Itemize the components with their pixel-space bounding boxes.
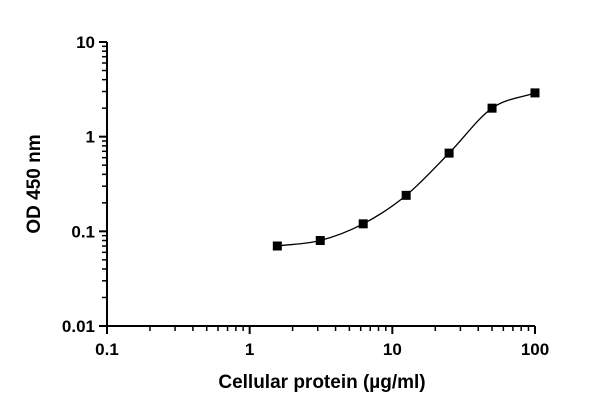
x-tick-label: 10 xyxy=(383,340,402,359)
y-axis: 0.01 0.1 1 10 xyxy=(62,33,108,336)
data-point xyxy=(272,241,282,251)
y-tick-label: 0.01 xyxy=(62,317,95,336)
data-point xyxy=(315,236,325,246)
x-tick-label: 1 xyxy=(245,340,254,359)
x-tick-label: 0.1 xyxy=(95,340,119,359)
data-point xyxy=(487,103,497,113)
data-points xyxy=(272,88,540,251)
x-axis-label: Cellular protein (µg/ml) xyxy=(218,372,425,393)
x-tick-label: 100 xyxy=(521,340,549,359)
y-axis-label: OD 450 nm xyxy=(24,134,45,233)
y-ticks: 0.01 0.1 1 10 xyxy=(62,33,107,336)
x-axis: 0.1 1 10 100 xyxy=(95,325,549,359)
data-point xyxy=(401,190,411,200)
y-tick-label: 10 xyxy=(76,33,95,52)
x-ticks: 0.1 1 10 100 xyxy=(95,326,549,359)
data-point xyxy=(358,219,368,229)
y-tick-label: 1 xyxy=(86,128,95,147)
fit-curve xyxy=(277,92,536,247)
y-tick-label: 0.1 xyxy=(71,222,95,241)
data-point xyxy=(530,88,540,98)
data-point xyxy=(444,148,454,158)
